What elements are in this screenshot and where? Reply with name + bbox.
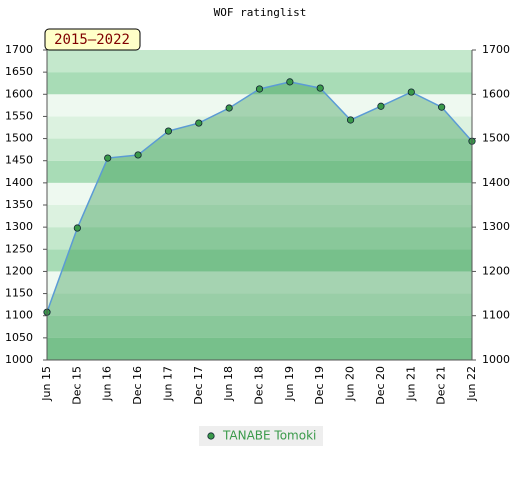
y-tick-label: 1600	[5, 87, 33, 100]
grid-band	[47, 205, 472, 228]
x-tick-label: Jun 15	[40, 366, 53, 402]
x-tick-label: Dec 21	[435, 366, 448, 405]
point	[286, 78, 294, 86]
x-tick-label: Dec 16	[131, 366, 144, 405]
y2-tick-label: 1300	[482, 220, 510, 233]
legend-box	[199, 426, 323, 446]
x-tick-label: Dec 20	[374, 366, 387, 405]
point	[73, 224, 81, 232]
y2-tick-label: 1200	[482, 264, 510, 277]
y2-tick-label: 1000	[482, 353, 510, 366]
grid-band	[47, 182, 472, 205]
x-tick-label: Jun 18	[222, 366, 235, 402]
point	[377, 102, 385, 110]
x-tick-label: Jun 22	[465, 366, 478, 402]
area	[47, 81, 472, 360]
grid-band	[47, 271, 472, 294]
grid-band	[47, 116, 472, 139]
point	[164, 127, 173, 135]
y-tick-label: 1450	[5, 154, 33, 167]
grid-band	[47, 94, 472, 117]
x-tick-label: Jun 19	[283, 366, 296, 402]
y-tick-label: 1500	[5, 132, 33, 145]
y-tick-label: 1550	[5, 109, 33, 122]
point	[104, 154, 112, 162]
grid-band	[47, 50, 472, 73]
point	[438, 103, 446, 111]
y2-tick-label: 1400	[482, 176, 510, 189]
chart-title: WOF ratinglist	[214, 6, 307, 19]
annotation: 2015–2022	[54, 32, 130, 48]
y-tick-label: 1200	[5, 264, 33, 277]
x-tick-label: Dec 18	[253, 366, 266, 405]
y-tick-label: 1250	[5, 242, 33, 255]
point	[134, 151, 142, 159]
x-tick-label: Jun 20	[344, 366, 357, 402]
y2-tick-label: 1100	[482, 309, 510, 322]
y-tick-label: 1300	[5, 220, 33, 233]
y-tick-label: 1000	[5, 353, 33, 366]
x-tick-label: Dec 19	[313, 366, 326, 405]
x-tick-label: Jun 16	[101, 366, 114, 402]
grid-band	[47, 249, 472, 272]
point	[225, 104, 233, 112]
x-tick-label: Dec 17	[192, 366, 205, 405]
y2-tick-label: 1500	[482, 132, 510, 145]
y-tick-label: 1700	[5, 43, 33, 56]
y-tick-label: 1650	[5, 65, 33, 78]
annotation-box	[44, 28, 141, 51]
grid-band	[47, 160, 472, 183]
grid-band	[47, 72, 472, 95]
point	[407, 88, 415, 96]
x-tick-label: Jun 21	[404, 366, 417, 402]
point	[255, 85, 264, 93]
grid-band	[47, 315, 472, 338]
point	[346, 116, 355, 124]
y-tick-label: 1400	[5, 176, 33, 189]
y-tick-label: 1050	[5, 331, 33, 344]
grid-band	[47, 293, 472, 316]
y-tick-label: 1150	[5, 287, 33, 300]
legend-label: TANABE Tomoki	[222, 429, 316, 443]
point	[195, 119, 203, 127]
grid-band	[47, 337, 472, 360]
grid-band	[47, 227, 472, 250]
point	[316, 84, 324, 92]
y2-tick-label: 1600	[482, 87, 510, 100]
x-tick-label: Jun 17	[161, 366, 174, 402]
y2-tick-label: 1700	[482, 43, 510, 56]
grid-band	[47, 138, 472, 161]
y-tick-label: 1350	[5, 198, 33, 211]
x-tick-label: Dec 15	[70, 366, 83, 405]
y-tick-label: 1100	[5, 309, 33, 322]
legend-marker	[207, 432, 215, 440]
